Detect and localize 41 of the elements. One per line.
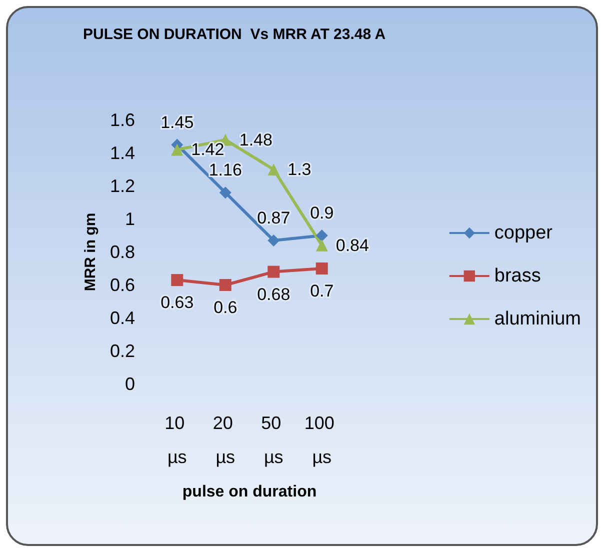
x-tick-label: 50 µs: [261, 413, 286, 467]
data-label: 1.16: [208, 160, 242, 180]
y-tick-label: 1.2: [110, 176, 135, 196]
data-label: 1.42: [191, 140, 224, 160]
point: [268, 266, 280, 278]
y-tick-label: 0.8: [110, 242, 135, 262]
y-tick-label: 1.4: [110, 143, 135, 163]
point: [268, 234, 280, 246]
y-tick-label: 0.2: [110, 341, 135, 361]
point: [268, 164, 280, 176]
chart-title: PULSE ON DURATION Vs MRR AT 23.48 A: [83, 26, 386, 43]
data-label: 1.48: [239, 130, 272, 150]
x-tick-label: 100 µs: [304, 413, 340, 467]
data-label: 0.7: [310, 282, 334, 300]
data-label: 1.45: [160, 112, 194, 132]
data-label: 0.84: [336, 236, 369, 255]
y-tick-label: 0: [124, 374, 135, 394]
point: [316, 230, 328, 242]
x-axis-title: pulse on duration: [182, 484, 317, 500]
data-label: 1.3: [288, 160, 312, 179]
data-label: 0.87: [257, 208, 290, 228]
y-axis-title: MRR in gm: [82, 212, 99, 292]
x-tick-label: 20 µs: [212, 413, 238, 467]
point: [219, 186, 232, 199]
y-tick-label: 1.6: [110, 110, 135, 130]
point: [171, 144, 184, 156]
point: [219, 279, 232, 291]
point: [316, 239, 328, 252]
data-label: 0.9: [310, 204, 334, 222]
y-tick-label: 0.6: [110, 275, 135, 295]
data-label: 0.63: [160, 293, 194, 312]
x-tick-label: 10 µs: [164, 413, 190, 467]
point: [316, 262, 328, 274]
data-label: 0.6: [214, 298, 238, 317]
data-label: 0.68: [257, 284, 290, 304]
legend-label: copper: [494, 222, 554, 244]
legend-label: brass: [494, 266, 541, 286]
y-tick-label: 1: [124, 209, 135, 229]
y-tick-label: 0.4: [110, 308, 135, 328]
point: [171, 274, 184, 286]
legend-label: aluminium: [494, 308, 582, 330]
